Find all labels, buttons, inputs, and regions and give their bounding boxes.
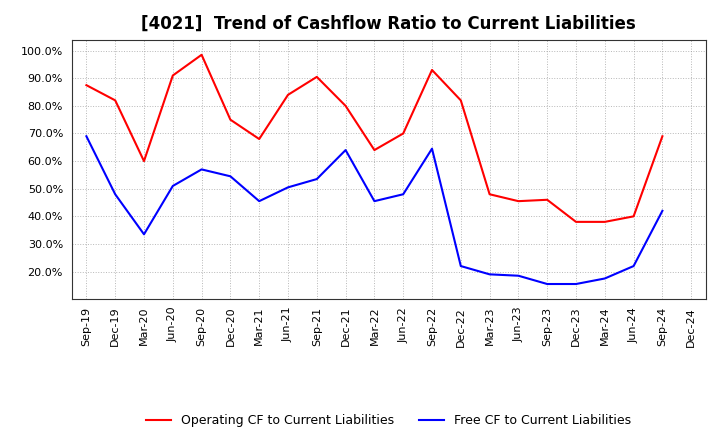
- Operating CF to Current Liabilities: [82, 83, 91, 88]
- Operating CF to Current Liabilities: [543, 197, 552, 202]
- Free CF to Current Liabilities: [456, 264, 465, 269]
- Operating CF to Current Liabilities: [312, 74, 321, 80]
- Operating CF to Current Liabilities: [341, 103, 350, 109]
- Operating CF to Current Liabilities: [255, 136, 264, 142]
- Operating CF to Current Liabilities: [629, 214, 638, 219]
- Operating CF to Current Liabilities: [485, 191, 494, 197]
- Free CF to Current Liabilities: [284, 185, 292, 190]
- Free CF to Current Liabilities: [658, 208, 667, 213]
- Free CF to Current Liabilities: [399, 191, 408, 197]
- Free CF to Current Liabilities: [140, 231, 148, 237]
- Free CF to Current Liabilities: [312, 176, 321, 182]
- Operating CF to Current Liabilities: [658, 134, 667, 139]
- Free CF to Current Liabilities: [600, 276, 609, 281]
- Operating CF to Current Liabilities: [456, 98, 465, 103]
- Free CF to Current Liabilities: [82, 134, 91, 139]
- Operating CF to Current Liabilities: [197, 52, 206, 58]
- Free CF to Current Liabilities: [226, 174, 235, 179]
- Operating CF to Current Liabilities: [572, 219, 580, 224]
- Operating CF to Current Liabilities: [168, 73, 177, 78]
- Line: Operating CF to Current Liabilities: Operating CF to Current Liabilities: [86, 55, 662, 222]
- Operating CF to Current Liabilities: [111, 98, 120, 103]
- Free CF to Current Liabilities: [543, 281, 552, 286]
- Operating CF to Current Liabilities: [284, 92, 292, 98]
- Operating CF to Current Liabilities: [140, 158, 148, 164]
- Operating CF to Current Liabilities: [428, 67, 436, 73]
- Free CF to Current Liabilities: [255, 198, 264, 204]
- Free CF to Current Liabilities: [370, 198, 379, 204]
- Operating CF to Current Liabilities: [600, 219, 609, 224]
- Line: Free CF to Current Liabilities: Free CF to Current Liabilities: [86, 136, 662, 284]
- Operating CF to Current Liabilities: [514, 198, 523, 204]
- Operating CF to Current Liabilities: [226, 117, 235, 122]
- Free CF to Current Liabilities: [111, 191, 120, 197]
- Operating CF to Current Liabilities: [399, 131, 408, 136]
- Legend: Operating CF to Current Liabilities, Free CF to Current Liabilities: Operating CF to Current Liabilities, Fre…: [146, 414, 631, 428]
- Free CF to Current Liabilities: [514, 273, 523, 279]
- Operating CF to Current Liabilities: [370, 147, 379, 153]
- Free CF to Current Liabilities: [572, 281, 580, 286]
- Free CF to Current Liabilities: [629, 264, 638, 269]
- Free CF to Current Liabilities: [168, 183, 177, 189]
- Free CF to Current Liabilities: [428, 146, 436, 151]
- Title: [4021]  Trend of Cashflow Ratio to Current Liabilities: [4021] Trend of Cashflow Ratio to Curren…: [141, 15, 636, 33]
- Free CF to Current Liabilities: [341, 147, 350, 153]
- Free CF to Current Liabilities: [485, 272, 494, 277]
- Free CF to Current Liabilities: [197, 167, 206, 172]
